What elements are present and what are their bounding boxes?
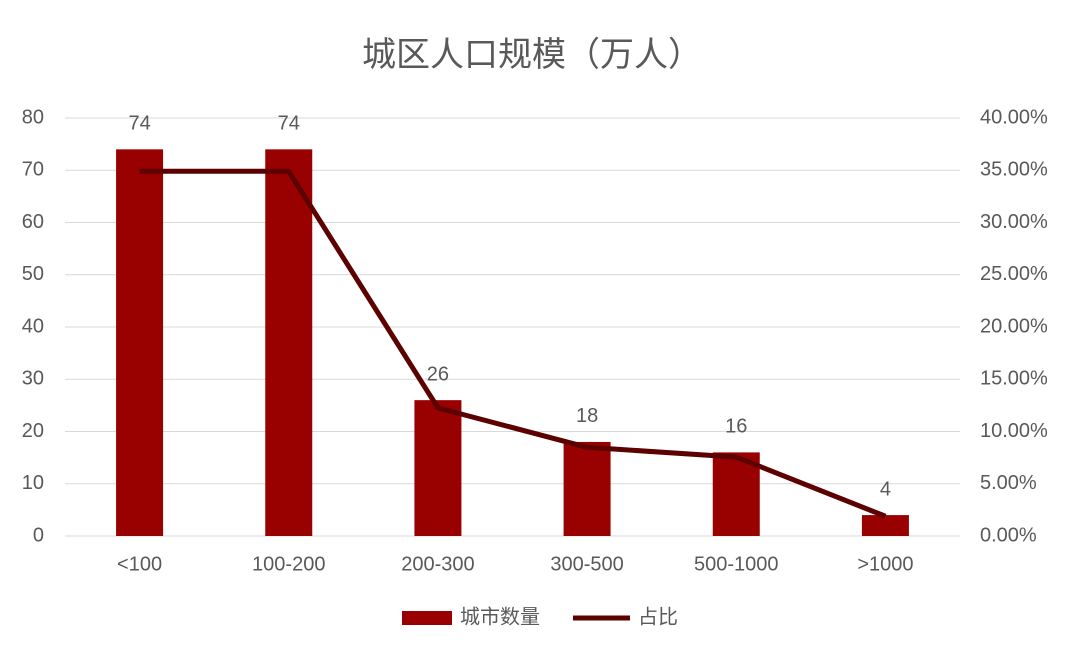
- data-label: 4: [880, 478, 891, 500]
- bar: [861, 515, 909, 536]
- line: [139, 168, 887, 519]
- y-tick-label: 70: [22, 159, 44, 181]
- y-tick-label: 60: [22, 211, 44, 233]
- y2-tick-label: 35.00%: [980, 159, 1048, 181]
- y2-tick-label: 30.00%: [980, 211, 1048, 233]
- x-tick-label: <100: [117, 553, 162, 575]
- data-label: 26: [427, 363, 449, 385]
- y-tick-label: 10: [22, 472, 44, 494]
- chart-title: 城区人口规模（万人）: [362, 36, 702, 74]
- y2-tick-label: 10.00%: [980, 420, 1048, 442]
- y2-tick-label: 5.00%: [980, 472, 1037, 494]
- bar: [712, 452, 760, 536]
- y2-tick-label: 15.00%: [980, 368, 1048, 390]
- x-tick-label: 200-300: [401, 553, 474, 575]
- y-tick-label: 20: [22, 420, 44, 442]
- x-tick-label: 500-1000: [694, 553, 779, 575]
- y-tick-label: 0: [33, 524, 44, 546]
- bar: [563, 441, 611, 536]
- y-tick-label: 80: [22, 106, 44, 128]
- y2-tick-label: 20.00%: [980, 315, 1048, 337]
- y2-tick-label: 40.00%: [980, 106, 1048, 128]
- y2-tick-label: 0.00%: [980, 524, 1037, 546]
- y-tick-label: 30: [22, 368, 44, 390]
- data-label: 74: [278, 113, 300, 135]
- bar: [265, 149, 313, 536]
- x-tick-label: 100-200: [252, 553, 325, 575]
- legend-label: 城市数量: [460, 605, 540, 628]
- x-tick-label: >1000: [857, 553, 913, 575]
- data-label: 16: [725, 416, 747, 438]
- legend-label: 占比: [638, 605, 678, 628]
- bar: [116, 149, 164, 536]
- bar: [414, 400, 462, 536]
- y-tick-label: 40: [22, 315, 44, 337]
- data-label: 18: [576, 405, 598, 427]
- y2-tick-label: 25.00%: [980, 263, 1048, 285]
- y-tick-label: 50: [22, 263, 44, 285]
- x-tick-label: 300-500: [550, 553, 623, 575]
- legend-swatch: [402, 611, 452, 625]
- data-label: 74: [128, 113, 150, 135]
